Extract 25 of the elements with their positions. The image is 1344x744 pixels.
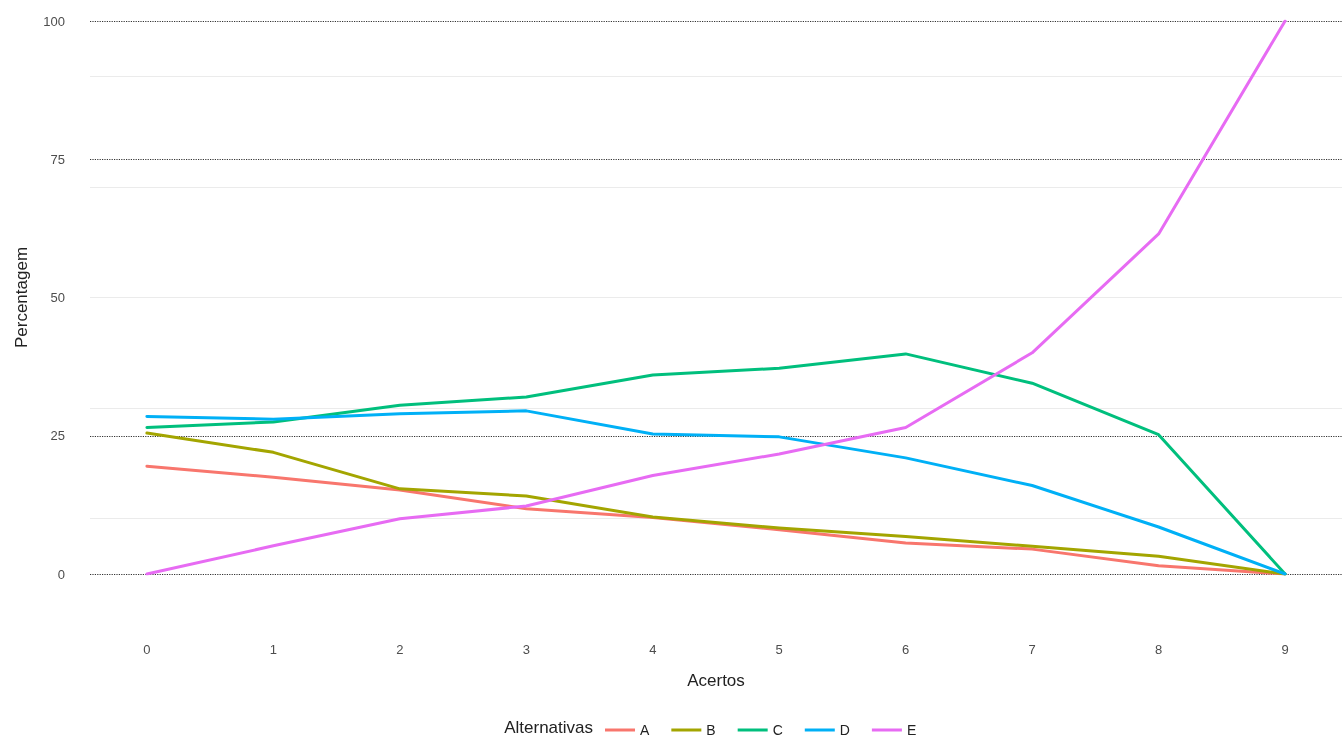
x-tick-label: 3 [522,642,530,657]
x-tick-label: 7 [1028,642,1036,657]
x-tick-label: 1 [269,642,277,657]
line-series [145,19,1287,576]
x-tick-label: 2 [396,642,404,657]
line-series [145,352,1287,576]
x-tick-label: 6 [902,642,910,657]
y-tick-label: 0 [57,566,65,582]
legend-label: C [772,722,783,738]
legend-label: E [906,722,917,738]
legend-label: D [839,722,850,738]
legend-title: Alternativas [504,718,594,737]
x-tick-label: 9 [1281,642,1289,657]
x-tick-label: 5 [775,642,783,657]
x-tick-label: 0 [143,642,151,657]
x-axis-title: Acertos [687,671,745,690]
y-tick-label: 100 [43,13,65,29]
x-tick-label: 8 [1155,642,1163,657]
x-tick-label: 4 [649,642,657,657]
legend-label: A [640,722,650,738]
y-tick-label: 75 [50,151,65,167]
y-tick-label: 50 [50,290,65,305]
y-tick-label: 25 [50,428,65,444]
y-axis-title: Percentagem [12,246,31,349]
legend-label: B [706,722,716,738]
